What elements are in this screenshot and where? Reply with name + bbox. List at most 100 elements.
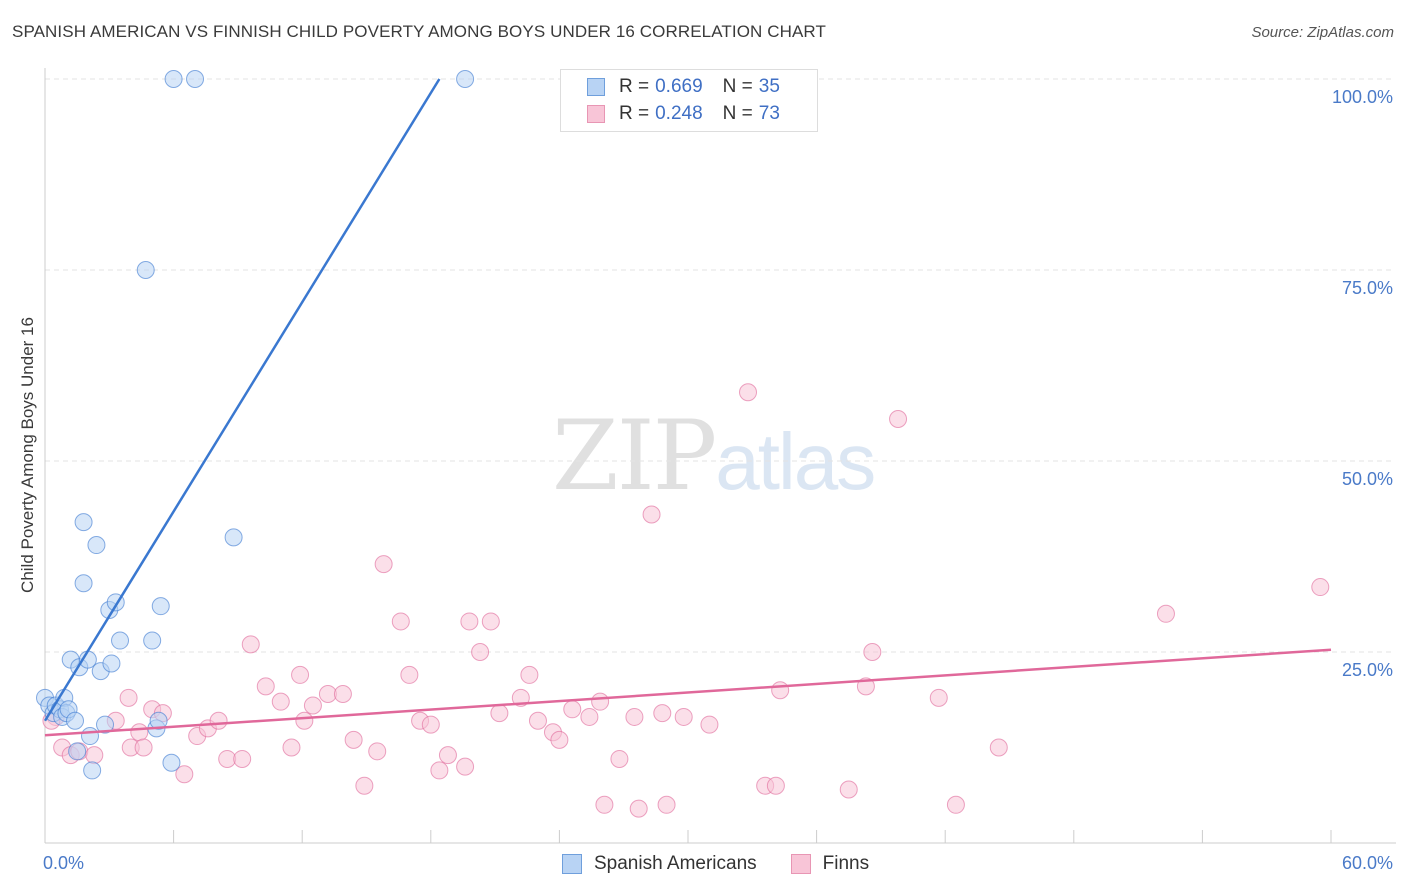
spanish-american-point: [83, 761, 102, 780]
finns-point: [295, 711, 314, 730]
legend-n-value: 73: [758, 103, 780, 124]
spanish-american-point: [164, 70, 183, 88]
finns-point: [674, 707, 693, 726]
spanish-american-point: [81, 727, 100, 746]
spanish-american-point: [456, 70, 475, 88]
y-tick-label: 50.0%: [1342, 469, 1393, 489]
finns-point: [400, 665, 419, 684]
finns-point: [563, 700, 582, 719]
finns-point: [291, 665, 310, 684]
finns-point: [520, 665, 539, 684]
legend-r-value: 0.669: [655, 76, 703, 97]
finns-point: [771, 681, 790, 700]
finns-point: [368, 742, 387, 761]
finns-point: [471, 643, 490, 661]
legend-r-label: R =: [619, 76, 650, 97]
spanish-american-point: [111, 631, 130, 650]
source-credit: Source: ZipAtlas.com: [1251, 24, 1394, 41]
y-tick-label: 75.0%: [1342, 278, 1393, 298]
finns-point: [657, 795, 676, 814]
trend-lines: [43, 78, 1332, 737]
finns-point: [700, 715, 719, 734]
spanish-american-point: [186, 70, 205, 88]
finns-point: [303, 696, 322, 715]
finns-point: [591, 692, 610, 711]
finns-point: [889, 409, 908, 428]
finns-point: [490, 704, 509, 723]
legend-swatch-pink: [587, 105, 605, 123]
spanish-american-point: [149, 711, 168, 730]
finns-point: [528, 711, 547, 730]
finns-point: [318, 685, 337, 704]
finns-point: [430, 761, 449, 780]
finns-points: [42, 383, 1330, 818]
series-swatch-pink: [790, 854, 811, 874]
x-tick-label: 0.0%: [43, 853, 84, 873]
finns-point: [481, 612, 500, 631]
finns-point: [642, 505, 661, 524]
finns-point: [85, 746, 104, 765]
series-name: Finns: [822, 853, 870, 874]
finns-point: [839, 780, 858, 799]
finns-point: [1156, 604, 1175, 623]
finns-point: [460, 612, 479, 631]
finns-point: [233, 749, 252, 768]
finns-point: [653, 704, 672, 723]
spanish-american-point: [87, 536, 106, 555]
chart-title: SPANISH AMERICAN VS FINNISH CHILD POVERT…: [12, 22, 826, 41]
legend-n-value: 35: [758, 76, 780, 97]
legend-n-label: N =: [722, 76, 753, 97]
finns-point: [739, 383, 758, 402]
series-name: Spanish Americans: [594, 853, 757, 874]
correlation-legend: R = 0.669 N = 35 R = 0.248 N = 73: [560, 69, 818, 132]
finns-point: [134, 738, 153, 757]
finns-point: [595, 795, 614, 814]
watermark-zip: ZIP: [552, 400, 717, 512]
finns-point: [391, 612, 410, 631]
legend-row-finns: R = 0.248 N = 73: [587, 103, 780, 125]
finns-point: [119, 688, 138, 707]
legend-r-label: R =: [619, 103, 650, 124]
legend-row-spanish-americans: R = 0.669 N = 35: [587, 76, 780, 98]
finns-point: [580, 707, 599, 726]
spanish-american-point: [74, 513, 93, 532]
finns-point: [218, 749, 237, 768]
spanish-american-point: [162, 753, 181, 772]
finns-point: [766, 776, 785, 795]
spanish-american-point: [96, 715, 115, 734]
finns-point: [946, 795, 965, 814]
spanish-american-point: [102, 654, 121, 673]
finns-point: [374, 555, 393, 574]
spanish-american-point: [74, 574, 93, 593]
series-legend-finns: Finns: [790, 853, 870, 875]
finns-point: [333, 685, 352, 704]
legend-r-value: 0.248: [655, 103, 703, 124]
finns-point: [610, 749, 629, 768]
spanish-american-point: [151, 597, 170, 616]
finns-point: [282, 738, 301, 757]
y-tick-label: 25.0%: [1342, 660, 1393, 680]
series-swatch-blue: [562, 854, 582, 874]
y-tick-label: 100.0%: [1332, 87, 1393, 107]
finns-point: [629, 799, 648, 818]
axes: [44, 68, 1396, 844]
x-tick-label: 60.0%: [1342, 853, 1393, 873]
series-legend: Spanish Americans Finns: [562, 853, 903, 875]
spanish-american-point: [66, 711, 85, 730]
legend-n-label: N =: [722, 103, 753, 124]
finns-point: [550, 730, 569, 749]
finns-point: [209, 711, 228, 730]
finns-point: [175, 765, 194, 784]
finns-point: [989, 738, 1008, 757]
finns-point: [130, 723, 149, 742]
finns-point: [241, 635, 260, 654]
finns-point: [271, 692, 290, 711]
gridlines: [45, 78, 1391, 653]
finns-point: [863, 643, 882, 661]
finns-point: [929, 688, 948, 707]
finns-point: [1311, 578, 1330, 597]
legend-swatch-blue: [587, 78, 605, 96]
finns-point: [421, 715, 440, 734]
spanish-american-point: [68, 742, 87, 761]
